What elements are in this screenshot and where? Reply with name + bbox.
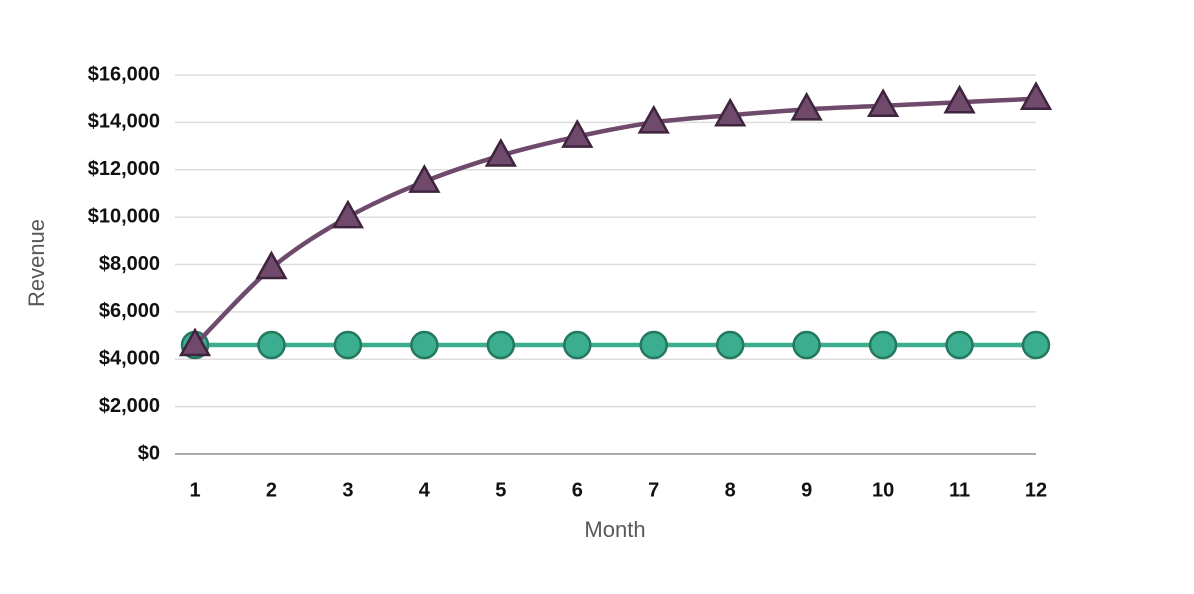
point-marker xyxy=(715,330,745,360)
x-tick-label: 3 xyxy=(342,479,353,501)
series-line xyxy=(193,96,1037,347)
point-marker xyxy=(945,330,974,360)
y-tick-label: $8,000 xyxy=(99,253,160,275)
x-tick-label: 4 xyxy=(419,479,431,501)
x-tick-label: 11 xyxy=(949,479,970,501)
point-marker xyxy=(486,330,516,360)
point-marker xyxy=(868,330,898,360)
x-axis-title: Month xyxy=(584,517,645,542)
point-marker xyxy=(331,199,365,229)
y-tick-label: $2,000 xyxy=(99,395,160,417)
y-tick-label: $10,000 xyxy=(88,205,160,227)
point-marker xyxy=(257,330,286,360)
x-tick-label: 6 xyxy=(572,479,583,501)
point-marker xyxy=(637,104,670,134)
point-marker xyxy=(484,137,517,167)
x-tick-label: 1 xyxy=(189,479,200,501)
point-marker xyxy=(561,119,594,148)
x-tick-label: 5 xyxy=(495,479,506,501)
point-marker xyxy=(1021,330,1051,360)
point-marker xyxy=(792,330,821,360)
point-marker xyxy=(410,330,439,360)
x-tick-label: 9 xyxy=(801,479,812,501)
point-marker xyxy=(1019,81,1053,110)
point-marker xyxy=(408,164,441,193)
point-marker xyxy=(178,327,212,357)
point-marker xyxy=(563,330,592,360)
point-marker xyxy=(333,330,363,360)
point-marker xyxy=(866,88,900,118)
x-tick-label: 8 xyxy=(725,479,736,501)
point-marker xyxy=(790,91,823,121)
point-marker xyxy=(639,330,668,360)
x-tick-label: 10 xyxy=(872,479,894,501)
y-tick-label: $6,000 xyxy=(99,300,160,322)
x-tick-label: 7 xyxy=(648,479,659,501)
point-marker xyxy=(943,84,976,114)
y-tick-label: $0 xyxy=(138,442,160,464)
y-tick-label: $14,000 xyxy=(88,111,160,133)
point-marker xyxy=(255,250,288,280)
y-tick-label: $16,000 xyxy=(88,63,160,85)
point-marker xyxy=(714,97,747,127)
y-tick-label: $4,000 xyxy=(99,348,160,370)
y-axis-title: Revenue xyxy=(24,219,49,307)
x-tick-label: 2 xyxy=(266,479,277,501)
x-tick-label: 12 xyxy=(1025,479,1047,501)
y-tick-label: $12,000 xyxy=(88,158,160,180)
